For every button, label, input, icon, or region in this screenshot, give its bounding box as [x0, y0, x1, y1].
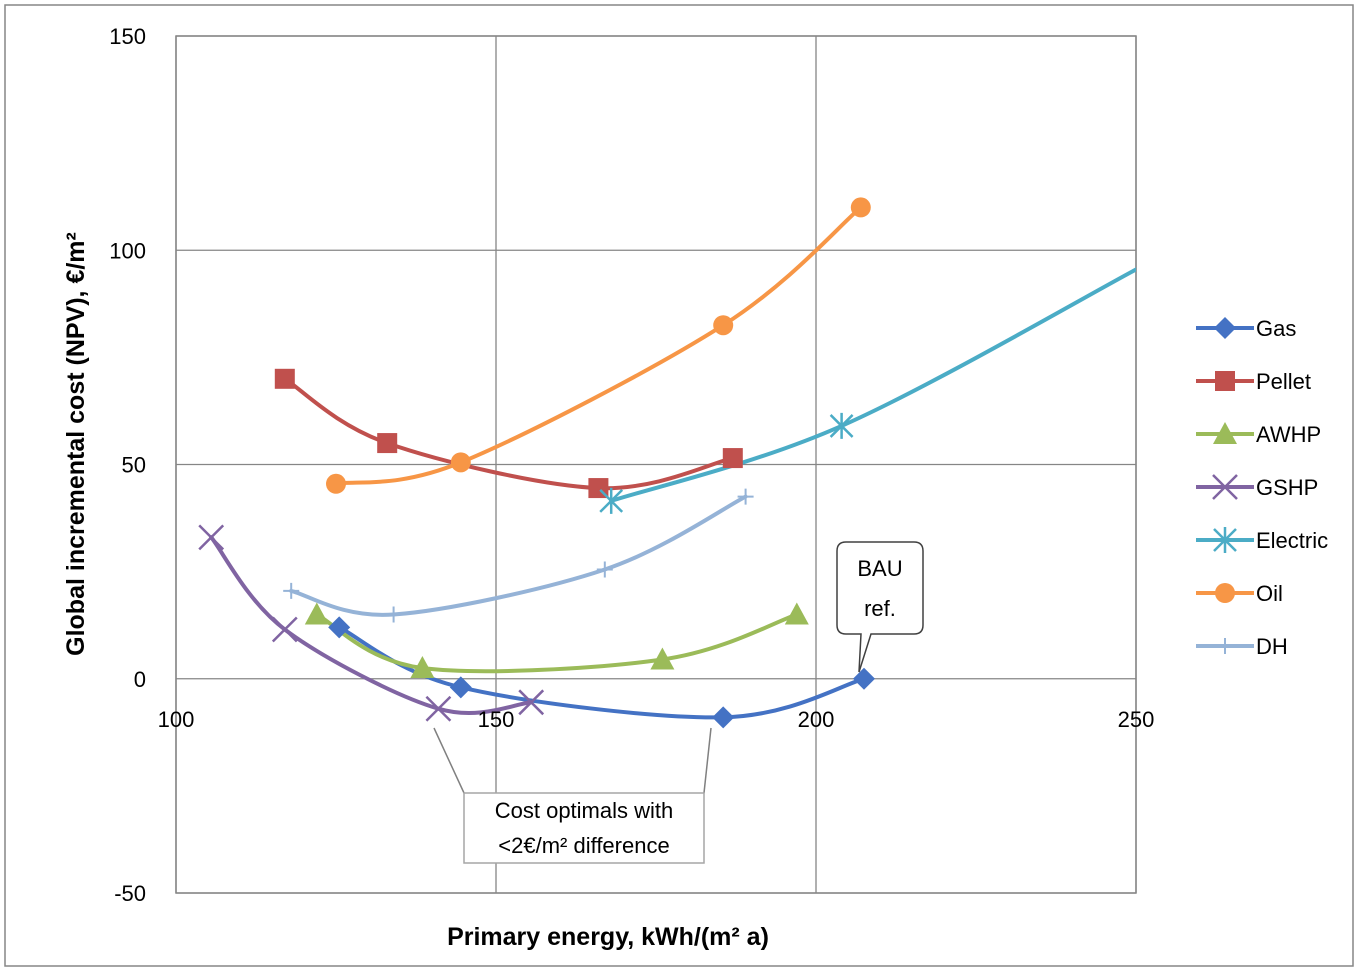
cost-optimals-callout: Cost optimals with <2€/m² difference: [433, 727, 712, 864]
bau-ref-line-2: ref.: [864, 596, 896, 621]
data-point-gas: [449, 676, 472, 699]
y-tick-label: 100: [109, 238, 146, 263]
y-tick-label: 0: [134, 667, 146, 692]
data-point-gshp: [518, 689, 545, 716]
data-point-oil: [713, 315, 734, 336]
data-point-awhp: [304, 602, 329, 625]
data-point-gshp: [271, 616, 298, 643]
data-point-dh: [385, 606, 402, 623]
legend-label-oil: Oil: [1256, 581, 1283, 606]
data-point-oil: [326, 473, 346, 494]
cost-optimals-pointer-right: [703, 727, 712, 794]
data-point-pellet: [377, 433, 398, 454]
legend-label-gshp: GSHP: [1256, 475, 1318, 500]
bau-ref-callout-box: [836, 541, 924, 673]
y-tick-label: -50: [114, 881, 146, 906]
legend-marker-dh: [1217, 638, 1233, 654]
legend-marker-electric: [1213, 527, 1237, 553]
y-tick-label: 150: [109, 24, 146, 49]
cost-optimals-callout-box: [463, 792, 705, 864]
x-axis-title: Primary energy, kWh/(m² a): [447, 923, 769, 951]
x-tick-label: 150: [478, 707, 515, 732]
legend-marker-gshp: [1212, 474, 1238, 500]
legend-marker-awhp: [1213, 422, 1237, 444]
y-axis-title: Global incremental cost (NPV), €/m²: [62, 232, 90, 656]
data-point-gas: [328, 616, 351, 639]
series-layer: [209, 205, 1136, 720]
data-point-dh: [737, 488, 754, 505]
y-tick-label: 50: [122, 453, 146, 478]
legend-label-electric: Electric: [1256, 528, 1328, 553]
data-point-gshp: [198, 524, 225, 551]
data-point-pellet: [722, 448, 743, 469]
data-point-dh: [283, 582, 300, 599]
legend-marker-gas: [1214, 317, 1236, 339]
data-point-oil: [450, 452, 471, 473]
x-tick-label: 200: [798, 707, 835, 732]
series-line-awhp: [314, 612, 799, 674]
legend-marker-oil: [1215, 583, 1235, 603]
data-point-awhp: [784, 602, 809, 625]
bau-ref-line-1: BAU: [857, 556, 902, 581]
data-point-electric: [829, 412, 854, 439]
data-point-gshp: [425, 695, 452, 722]
series-line-electric: [609, 267, 1136, 503]
cost-optimals-line-2: <2€/m² difference: [498, 833, 669, 858]
data-point-gas: [712, 706, 735, 729]
data-point-awhp: [410, 656, 435, 679]
legend-label-awhp: AWHP: [1256, 422, 1321, 447]
data-point-dh: [596, 561, 613, 578]
data-point-electric: [599, 487, 624, 514]
series-line-gshp: [209, 535, 534, 715]
x-tick-label: 100: [158, 707, 195, 732]
marker-layer: [198, 197, 875, 729]
bau-ref-callout: BAU ref.: [836, 541, 924, 673]
tick-labels: 100 150 200 250 150 100 50 0 -50: [109, 24, 1154, 906]
data-point-awhp: [650, 647, 675, 670]
grid-lines: [175, 35, 1137, 894]
legend-label-pellet: Pellet: [1256, 369, 1311, 394]
series-line-dh: [289, 494, 748, 617]
series-line-pellet: [282, 376, 735, 491]
series-line-oil: [334, 205, 863, 486]
data-point-gas: [853, 667, 875, 690]
x-tick-label: 250: [1118, 707, 1155, 732]
legend-marker-pellet: [1215, 371, 1235, 391]
legend-label-dh: DH: [1256, 634, 1288, 659]
cost-optimals-line-1: Cost optimals with: [495, 798, 674, 823]
cost-optimals-pointer-left: [433, 727, 465, 794]
legend: Gas Pellet AWHP GSHP Electric Oil DH: [1196, 316, 1328, 659]
data-point-oil: [850, 197, 871, 218]
data-point-pellet: [274, 368, 295, 389]
legend-label-gas: Gas: [1256, 316, 1296, 341]
